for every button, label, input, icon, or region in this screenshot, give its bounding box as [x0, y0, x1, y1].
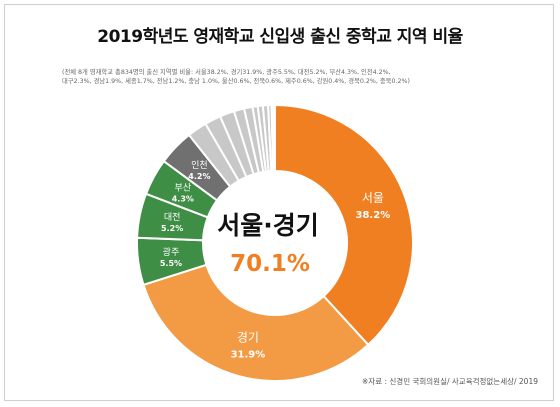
slice-경기 — [142, 263, 370, 382]
slice-충북 — [272, 103, 276, 173]
slice-label-인천: 인천4.2% — [188, 160, 210, 181]
slice-label-경기: 경기 31.9% — [231, 330, 266, 360]
chart-note: (전체 8개 영재학교 총834명의 출신 지역별 비율: 서울38.2%, 경… — [62, 69, 410, 85]
chart-title: 2019학년도 영재학교 신입생 출신 중학교 지역 비율 — [97, 27, 463, 47]
source-citation: ※자료 : 신경민 국회의원실/ 사교육걱정없는세상/ 2019 — [362, 377, 538, 386]
slice-value-경기: 31.9% — [231, 349, 266, 360]
slice-label-부산: 부산4.3% — [172, 183, 194, 204]
donut-slices — [136, 103, 414, 382]
slice-value-광주: 5.5% — [160, 259, 182, 268]
slice-name-경기: 경기 — [237, 330, 259, 344]
center-label: 서울·경기 — [217, 211, 319, 240]
slice-name-광주: 광주 — [163, 246, 180, 258]
center-value: 70.1% — [230, 251, 310, 277]
slice-value-서울: 38.2% — [356, 210, 391, 221]
slice-value-인천: 4.2% — [188, 172, 210, 181]
slice-label-광주: 광주5.5% — [160, 246, 182, 268]
slice-name-대전: 대전 — [164, 212, 181, 223]
slice-value-대전: 5.2% — [161, 224, 183, 233]
slice-name-인천: 인천 — [191, 160, 208, 171]
slice-name-부산: 부산 — [175, 183, 192, 194]
slice-label-대전: 대전5.2% — [161, 212, 183, 233]
slice-value-부산: 4.3% — [172, 195, 194, 204]
slice-name-서울: 서울 — [362, 191, 384, 205]
slice-label-서울: 서울 38.2% — [356, 191, 391, 221]
slice-labels: 서울38.2%경기31.9%광주5.5%대전5.2%부산4.3%인천4.2% — [160, 160, 390, 360]
slice-서울 — [274, 103, 414, 347]
